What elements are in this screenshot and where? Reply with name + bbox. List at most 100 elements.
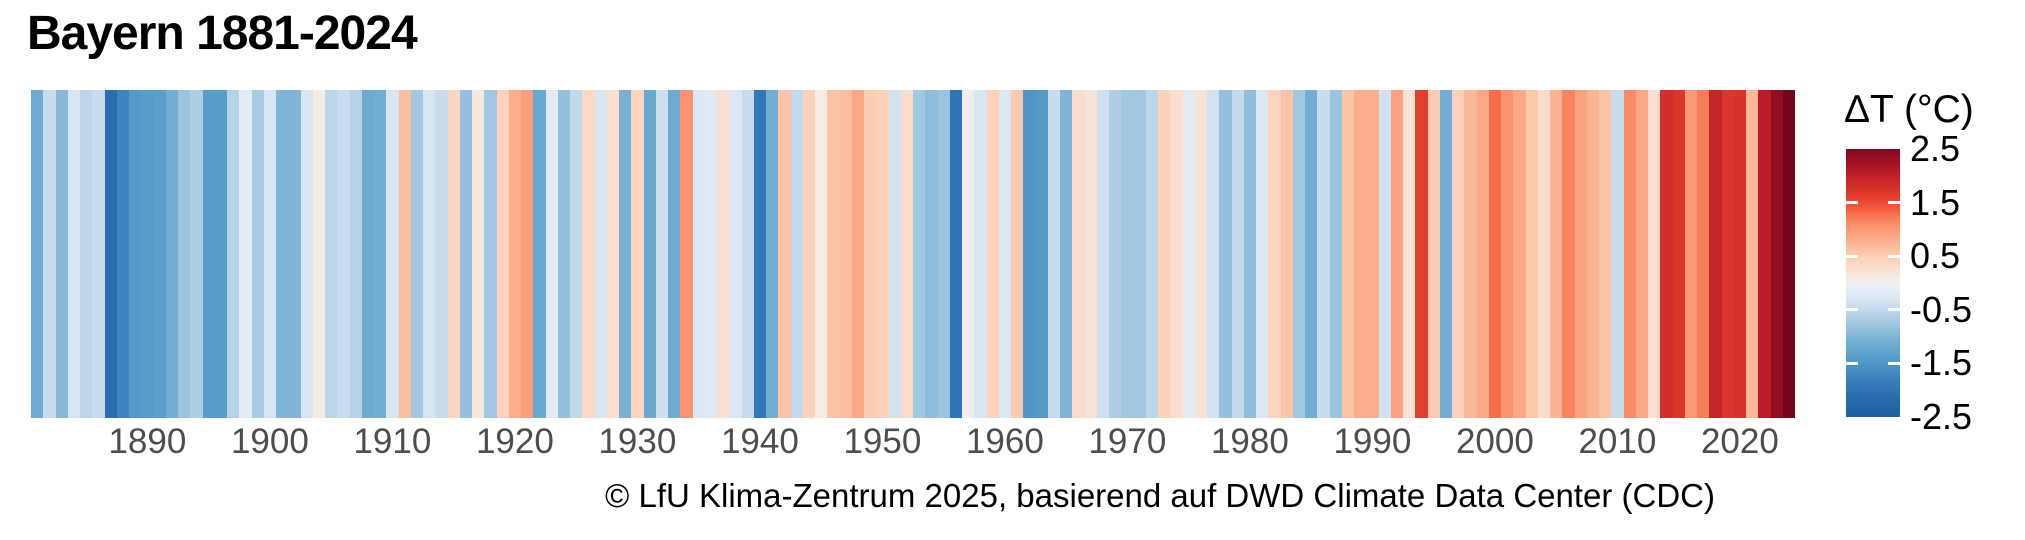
- stripe-1971: [1133, 90, 1146, 418]
- stripe-2023: [1770, 90, 1783, 418]
- stripe-2010: [1611, 90, 1624, 418]
- stripe-1901: [276, 90, 289, 418]
- stripe-1945: [815, 90, 828, 418]
- colorbar-tick-mark: [1846, 201, 1858, 205]
- stripe-2018: [1709, 90, 1722, 418]
- stripe-2019: [1721, 90, 1734, 418]
- stripe-1925: [570, 90, 583, 418]
- stripe-1968: [1096, 90, 1109, 418]
- stripe-1926: [582, 90, 595, 418]
- colorbar-tick-mark: [1846, 308, 1858, 312]
- stripe-1965: [1060, 90, 1073, 418]
- stripe-1920: [508, 90, 521, 418]
- stripe-2003: [1525, 90, 1538, 418]
- stripe-1954: [925, 90, 938, 418]
- stripe-1889: [129, 90, 142, 418]
- stripe-1899: [251, 90, 264, 418]
- stripe-1995: [1427, 90, 1440, 418]
- stripe-1911: [398, 90, 411, 418]
- stripe-1883: [55, 90, 68, 418]
- stripe-1997: [1452, 90, 1465, 418]
- x-tick-label-1910: 1910: [353, 422, 432, 461]
- stripe-1941: [766, 90, 779, 418]
- stripe-1982: [1268, 90, 1281, 418]
- stripe-1956: [949, 90, 962, 418]
- stripe-1966: [1072, 90, 1085, 418]
- stripe-1934: [680, 90, 693, 418]
- stripe-1985: [1305, 90, 1318, 418]
- stripe-1950: [876, 90, 889, 418]
- colorbar-tick-mark: [1888, 308, 1900, 312]
- stripe-1904: [312, 90, 325, 418]
- stripe-2011: [1623, 90, 1636, 418]
- stripe-2013: [1648, 90, 1661, 418]
- stripe-1897: [227, 90, 240, 418]
- stripe-1944: [802, 90, 815, 418]
- stripe-1928: [606, 90, 619, 418]
- stripe-1947: [839, 90, 852, 418]
- stripe-1983: [1280, 90, 1293, 418]
- stripe-1931: [643, 90, 656, 418]
- stripe-1912: [410, 90, 423, 418]
- stripe-1908: [361, 90, 374, 418]
- stripe-1989: [1354, 90, 1367, 418]
- stripe-2000: [1488, 90, 1501, 418]
- stripe-1894: [190, 90, 203, 418]
- stripe-1988: [1341, 90, 1354, 418]
- stripe-1916: [459, 90, 472, 418]
- stripe-2021: [1746, 90, 1759, 418]
- x-tick-label-1990: 1990: [1333, 422, 1412, 461]
- colorbar-tick-mark: [1888, 361, 1900, 365]
- stripe-1962: [1023, 90, 1036, 418]
- x-tick-label-1920: 1920: [475, 422, 554, 461]
- stripe-1981: [1256, 90, 1269, 418]
- stripe-1952: [900, 90, 913, 418]
- stripe-1907: [349, 90, 362, 418]
- stripe-1885: [80, 90, 93, 418]
- stripe-1927: [594, 90, 607, 418]
- x-tick-label-1900: 1900: [230, 422, 309, 461]
- stripe-1961: [1011, 90, 1024, 418]
- stripe-1918: [484, 90, 497, 418]
- stripe-1955: [937, 90, 950, 418]
- x-tick-label-2000: 2000: [1455, 422, 1534, 461]
- stripe-2001: [1501, 90, 1514, 418]
- stripe-1990: [1366, 90, 1379, 418]
- stripe-1902: [288, 90, 301, 418]
- stripe-2024: [1782, 90, 1795, 418]
- stripe-2002: [1513, 90, 1526, 418]
- stripe-2004: [1537, 90, 1550, 418]
- stripe-1942: [778, 90, 791, 418]
- stripe-1936: [704, 90, 717, 418]
- stripe-1972: [1145, 90, 1158, 418]
- stripe-1886: [92, 90, 105, 418]
- stripe-1890: [141, 90, 154, 418]
- stripe-1986: [1317, 90, 1330, 418]
- stripes-plot: [31, 90, 1795, 418]
- stripe-1888: [116, 90, 129, 418]
- colorbar-tick-label-2.5: 2.5: [1910, 128, 1961, 169]
- stripe-1930: [631, 90, 644, 418]
- colorbar-tick-mark: [1888, 201, 1900, 205]
- stripe-1996: [1439, 90, 1452, 418]
- stripe-2015: [1672, 90, 1685, 418]
- stripe-2016: [1684, 90, 1697, 418]
- stripe-1882: [43, 90, 56, 418]
- stripe-1884: [67, 90, 80, 418]
- stripe-2008: [1586, 90, 1599, 418]
- stripe-1967: [1084, 90, 1097, 418]
- colorbar-tick-label--1.5: -1.5: [1910, 342, 1973, 384]
- stripe-1900: [263, 90, 276, 418]
- stripe-1957: [962, 90, 975, 418]
- stripe-1939: [741, 90, 754, 418]
- stripe-1905: [325, 90, 338, 418]
- stripe-2007: [1574, 90, 1587, 418]
- stripe-1937: [717, 90, 730, 418]
- stripe-2012: [1635, 90, 1648, 418]
- stripe-1978: [1219, 90, 1232, 418]
- stripe-2014: [1660, 90, 1673, 418]
- colorbar-tick-label-1.5: 1.5: [1910, 181, 1961, 223]
- stripe-1919: [496, 90, 509, 418]
- stripe-1948: [851, 90, 864, 418]
- x-tick-label-1960: 1960: [965, 422, 1044, 461]
